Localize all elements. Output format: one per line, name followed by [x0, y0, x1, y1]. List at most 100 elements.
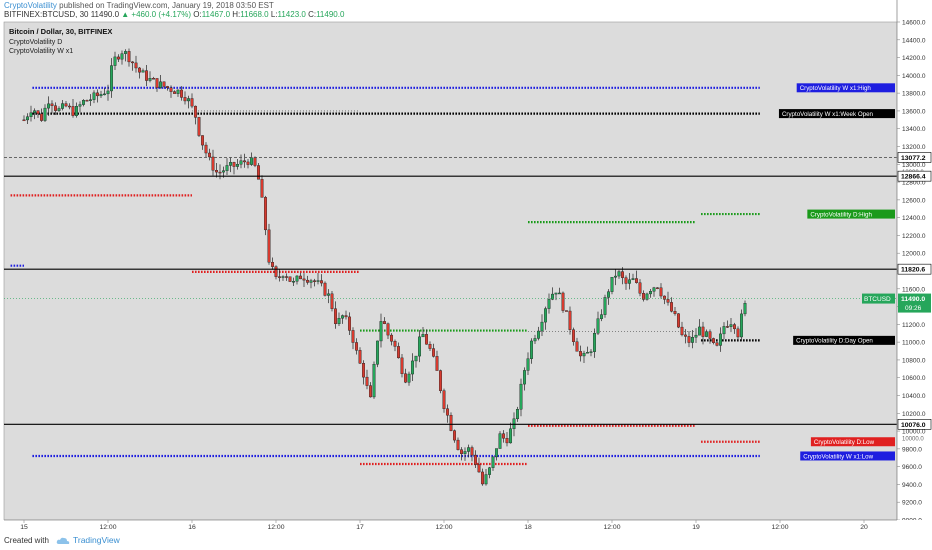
- y-tick-label-14600: 14600.0: [902, 20, 926, 27]
- legend-item-w: CryptoVolatility W x1: [9, 48, 73, 55]
- hline-tag-1: [897, 170, 932, 182]
- candle-body-47: [186, 98, 190, 102]
- y-tick-label-12800: 12800.0: [902, 180, 926, 187]
- candle-body-118: [435, 356, 439, 371]
- candle-body-200: [722, 326, 726, 335]
- candle-body-164: [596, 318, 600, 334]
- candle-body-182: [659, 287, 663, 297]
- candle-body-104: [386, 323, 390, 336]
- time-axis[interactable]: 15 12:00 16 12:00 17 12:00 18 12:00 19 12:00 20: [0, 519, 932, 531]
- candle-body-156: [568, 310, 572, 330]
- candle-body-191: [691, 337, 695, 343]
- candle-body-166: [603, 297, 607, 315]
- candle-body-78: [295, 275, 299, 282]
- candle-body-93: [348, 316, 352, 331]
- candle-body-63: [242, 160, 246, 163]
- candle-body-163: [593, 332, 597, 352]
- candle-body-12: [64, 103, 68, 107]
- candle-body-143: [523, 370, 527, 385]
- plot-area[interactable]: [3, 21, 898, 521]
- candle-body-3: [33, 110, 37, 114]
- y-tick-label-13600: 13600.0: [902, 108, 926, 115]
- candle-body-124: [456, 439, 460, 450]
- x-tick-label-6: 18: [524, 524, 532, 531]
- candle-body-14: [71, 106, 75, 116]
- candle-body-67: [257, 165, 261, 180]
- candle-body-38: [155, 78, 159, 88]
- candle-body-177: [642, 293, 646, 300]
- candle-body-69: [264, 197, 268, 231]
- hline-tag-3: [897, 419, 932, 430]
- extra-axis-label-10000: 10000.0: [902, 437, 924, 443]
- candle-body-24: [106, 90, 110, 95]
- candle-body-8: [50, 103, 54, 106]
- candle-body-190: [687, 336, 691, 343]
- candle-body-51: [200, 135, 204, 146]
- candle-body-71: [271, 262, 275, 267]
- candle-body-108: [400, 357, 404, 374]
- candle-body-149: [544, 308, 548, 323]
- candle-body-198: [715, 342, 719, 346]
- hline-tag-0: [897, 152, 932, 163]
- candle-body-176: [638, 282, 642, 294]
- level-tag-text-3: CryptoVolatility D:Day Open: [796, 338, 873, 345]
- candle-body-202: [729, 324, 733, 327]
- candle-body-111: [411, 360, 415, 375]
- candle-body-87: [327, 293, 331, 296]
- candle-body-27: [116, 56, 120, 60]
- price-change: ▲ +460.0 (+4.17%): [121, 10, 192, 19]
- candle-body-120: [442, 390, 446, 409]
- candle-body-179: [649, 291, 653, 295]
- x-tick-label-5: 12:00: [435, 524, 452, 531]
- candle-body-169: [614, 275, 618, 278]
- low-label: L:: [270, 10, 278, 19]
- candle-body-131: [481, 471, 485, 485]
- candle-body-4: [36, 110, 40, 115]
- x-tick-label-4: 17: [356, 524, 364, 531]
- level-tag-text-4: CryptoVolatility D:Low: [814, 439, 875, 446]
- candle-body-52: [204, 144, 208, 154]
- y-tick-label-11200: 11200.0: [902, 322, 925, 329]
- candle-body-37: [151, 78, 155, 80]
- level-tag-text-1: CryptoVolatility W x1:Week Open: [782, 111, 874, 118]
- candle-body-203: [733, 324, 737, 330]
- candle-body-157: [572, 329, 576, 342]
- candle-body-0: [22, 119, 26, 122]
- close-label: C:: [308, 10, 317, 19]
- candle-body-95: [355, 342, 359, 351]
- level-tag-1: [778, 109, 895, 119]
- candle-body-36: [148, 78, 152, 81]
- low-value: 11423.0: [277, 10, 306, 19]
- candle-body-61: [235, 164, 239, 167]
- y-tick-label-14000: 14000.0: [902, 73, 926, 80]
- level-tag-5: [800, 451, 895, 461]
- candle-body-161: [586, 352, 590, 354]
- author-link[interactable]: CryptoVolatility: [4, 1, 57, 10]
- candle-body-171: [621, 271, 625, 278]
- candles: [22, 48, 747, 486]
- candle-body-195: [705, 331, 709, 337]
- candle-body-110: [407, 373, 411, 383]
- price-chart[interactable]: 9000.09200.09400.09600.09800.010000.0102…: [0, 0, 932, 531]
- high-value: 11668.0: [240, 10, 269, 19]
- candle-body-183: [663, 295, 667, 300]
- y-tick-label-11600: 11600.0: [902, 286, 925, 293]
- candle-body-83: [313, 280, 317, 282]
- candle-body-10: [57, 108, 61, 111]
- tradingview-logo[interactable]: TradingView: [56, 535, 120, 545]
- candle-body-92: [344, 315, 348, 318]
- x-tick-label-9: 12:00: [771, 524, 788, 531]
- close-value: 11490.0: [316, 10, 345, 19]
- candle-body-5: [40, 113, 44, 121]
- price-axis[interactable]: 9000.09200.09400.09600.09800.010000.0102…: [862, 0, 932, 531]
- price-tag-value: 11490.0: [901, 296, 925, 303]
- indicator-levels: [10, 86, 760, 466]
- candle-body-180: [652, 287, 656, 292]
- candle-body-109: [404, 373, 408, 383]
- candle-body-42: [169, 87, 173, 92]
- y-tick-label-14400: 14400.0: [902, 37, 926, 44]
- footer: Created with TradingView: [0, 531, 932, 550]
- candle-body-178: [645, 293, 649, 300]
- candle-body-141: [516, 409, 520, 420]
- candle-body-135: [495, 448, 499, 458]
